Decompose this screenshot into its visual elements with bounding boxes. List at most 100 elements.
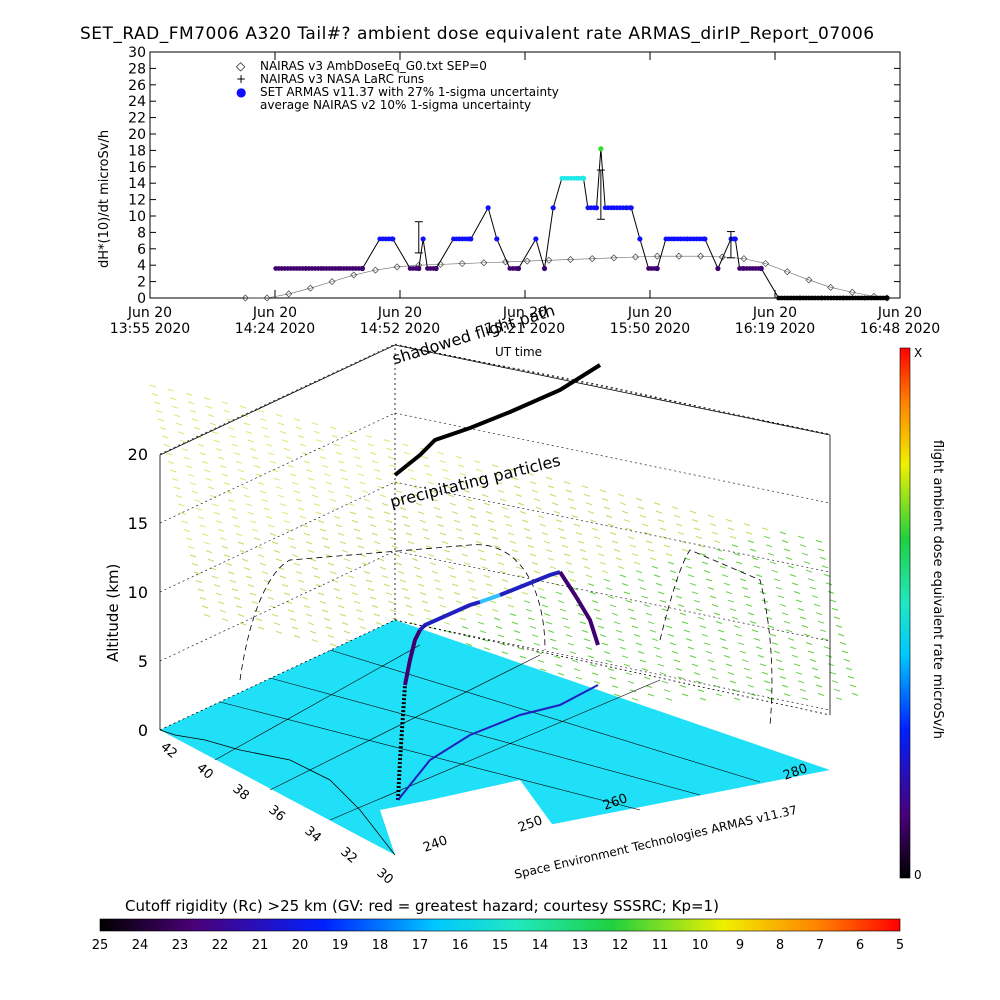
particle-mark: [781, 612, 789, 616]
particle-mark: [703, 642, 711, 646]
particle-mark: [689, 655, 697, 659]
x-tick-label-time: 16:19 2020: [735, 321, 815, 337]
particle-mark: [679, 612, 687, 616]
x-tick-label-time: 15:50 2020: [610, 321, 690, 337]
nairas-v3-point: [458, 260, 466, 268]
particle-mark: [259, 490, 267, 494]
particle-mark: [773, 578, 781, 582]
particle-mark: [851, 692, 859, 696]
particle-mark: [805, 569, 813, 573]
particle-mark: [787, 637, 795, 641]
particle-mark: [695, 608, 703, 612]
particle-mark: [587, 655, 595, 659]
particle-mark: [319, 600, 327, 604]
particle-mark: [475, 613, 483, 617]
particle-mark: [219, 537, 227, 541]
particle-mark: [699, 697, 707, 701]
y-tick-label: 18: [128, 143, 146, 159]
particle-mark: [591, 672, 599, 676]
particle-mark: [697, 689, 705, 693]
particle-mark: [527, 617, 535, 621]
particle-mark: [321, 537, 329, 541]
particle-mark: [467, 579, 475, 583]
particle-mark: [449, 575, 457, 578]
particle-mark: [443, 549, 451, 553]
cutoff-tick-label: 8: [776, 938, 784, 953]
particle-mark: [271, 541, 279, 545]
particle-mark: [751, 629, 759, 633]
particle-mark: [511, 477, 519, 480]
particle-mark: [495, 553, 503, 557]
particle-mark: [681, 548, 689, 552]
particle-mark: [831, 607, 839, 611]
particle-mark: [829, 599, 837, 603]
particle-mark: [223, 482, 231, 486]
particle-mark: [745, 603, 753, 607]
cutoff-tick-label: 22: [212, 938, 229, 953]
particle-mark: [243, 567, 251, 571]
particle-mark: [239, 477, 247, 481]
particle-mark: [433, 579, 441, 583]
particle-mark: [443, 477, 451, 481]
latitude-tick-label: 40: [193, 761, 215, 783]
particle-mark: [793, 591, 801, 594]
particle-mark: [635, 642, 643, 646]
particle-mark: [253, 609, 261, 613]
armas-line: [275, 148, 887, 299]
particle-mark: [191, 490, 199, 494]
particle-mark: [191, 563, 199, 566]
particle-mark: [163, 444, 171, 447]
particle-mark: [533, 570, 541, 574]
cutoff-tick-label: 14: [532, 938, 549, 953]
particle-mark: [185, 537, 193, 541]
particle-mark: [437, 524, 445, 527]
particle-mark: [447, 494, 455, 498]
particle-mark: [383, 583, 391, 587]
particle-mark: [389, 464, 397, 468]
particle-mark: [557, 600, 565, 604]
particle-mark: [781, 540, 789, 543]
particle-mark: [825, 654, 833, 658]
particle-mark: [665, 625, 673, 629]
particle-mark: [539, 596, 547, 599]
particle-mark: [801, 552, 809, 556]
nairas-v3-point: [393, 263, 401, 271]
particle-mark: [587, 510, 595, 514]
nairas-v3-point: [827, 283, 835, 291]
particle-mark: [319, 528, 327, 532]
particle-mark: [245, 575, 253, 579]
particle-mark: [567, 642, 575, 646]
particle-mark: [705, 578, 713, 582]
particle-mark: [229, 507, 237, 511]
y-tick-label: 4: [137, 258, 146, 274]
particle-mark: [749, 548, 757, 552]
particle-mark: [189, 482, 197, 486]
particle-mark: [453, 592, 461, 595]
nairas-v3-point: [371, 266, 379, 274]
particle-mark: [635, 570, 643, 574]
particle-mark: [357, 473, 365, 477]
particle-mark: [727, 599, 735, 603]
particle-mark: [213, 439, 221, 443]
particle-mark: [733, 625, 741, 629]
particle-mark: [431, 570, 439, 574]
armas-point: [654, 265, 660, 272]
particle-mark: [743, 595, 751, 599]
particle-mark: [849, 684, 857, 688]
particle-mark: [153, 401, 161, 405]
particle-mark: [349, 439, 357, 443]
legend-entry-nairas-larc: + NAIRAS v3 NASA LaRC runs: [236, 72, 425, 86]
particle-mark: [257, 554, 265, 558]
particle-mark: [237, 613, 245, 617]
particle-mark: [355, 464, 363, 468]
y-tick-label: 28: [128, 61, 146, 77]
particle-mark: [523, 528, 531, 531]
particle-mark: [673, 514, 681, 518]
particle-mark: [661, 608, 669, 612]
particle-mark: [455, 600, 463, 604]
particle-mark: [195, 507, 203, 511]
particle-mark: [783, 620, 791, 624]
particle-mark: [365, 434, 373, 438]
